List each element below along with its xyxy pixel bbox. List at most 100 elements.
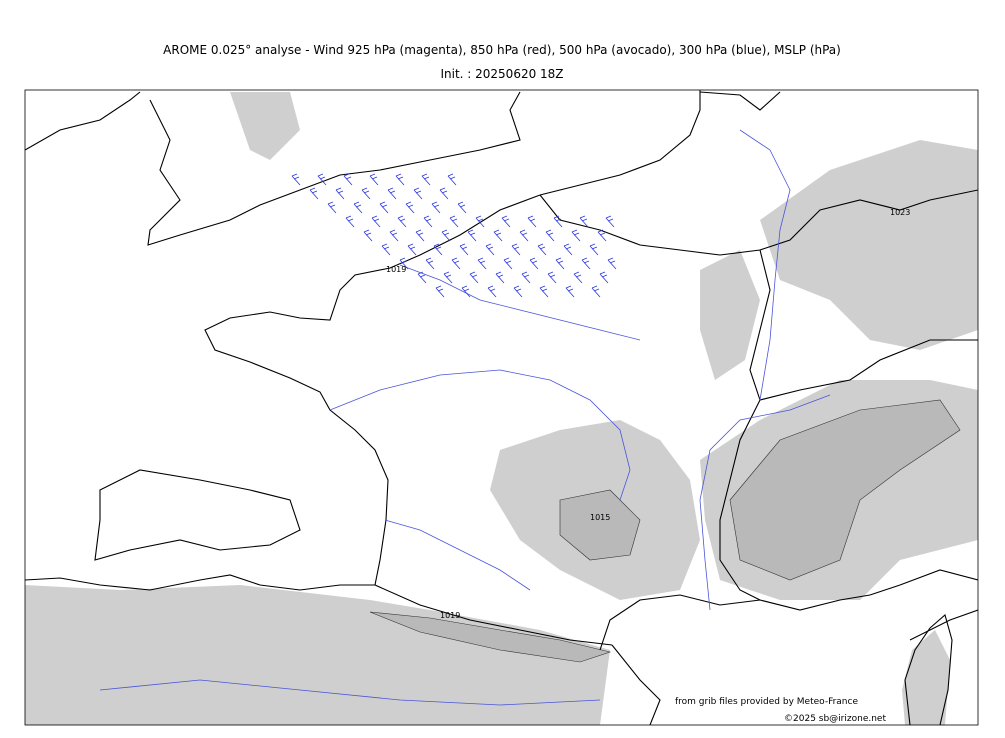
- wind-barb: [547, 271, 557, 284]
- wind-barb: [529, 257, 539, 270]
- wind-barb: [345, 215, 355, 228]
- terrain-massif-central-high: [559, 489, 641, 561]
- wind-barb: [327, 201, 337, 214]
- wind-barb: [503, 257, 513, 270]
- river-rhone: [699, 394, 831, 611]
- wind-barb: [513, 285, 523, 298]
- wind-barb: [447, 173, 457, 186]
- coast-france-west: [25, 194, 541, 591]
- river-seine: [399, 264, 641, 341]
- wind-barb: [387, 187, 397, 200]
- wind-barb: [371, 215, 381, 228]
- wind-barb: [399, 257, 409, 270]
- wind-barb: [291, 173, 301, 186]
- wind-barb: [581, 257, 591, 270]
- terrain-alps-high: [729, 399, 961, 581]
- terrain-pyrenees: [369, 611, 612, 663]
- wind-barb: [527, 215, 537, 228]
- wind-barb: [475, 215, 485, 228]
- map-area: 1019 1023 1015 1019: [25, 90, 978, 725]
- terrain-spain: [25, 585, 610, 725]
- terrain-germany: [760, 140, 978, 350]
- coast-spain-east: [611, 644, 661, 725]
- wind-barb: [389, 229, 399, 242]
- wind-barb: [363, 229, 373, 242]
- wind-barb: [405, 201, 415, 214]
- wind-barb: [461, 285, 471, 298]
- wind-barb: [435, 285, 445, 298]
- wind-barb: [417, 271, 427, 284]
- wind-barb: [309, 187, 319, 200]
- credit-source: from grib files provided by Meteo-France: [675, 697, 858, 707]
- wind-barb: [381, 243, 391, 256]
- wind-barb: [407, 243, 417, 256]
- river-garonne: [384, 519, 531, 591]
- wind-barb: [477, 257, 487, 270]
- coast-lowlands: [539, 90, 781, 196]
- border-pyrenees: [374, 584, 613, 646]
- wind-barb: [597, 229, 607, 242]
- wind-barb: [425, 257, 435, 270]
- map-frame: [24, 89, 979, 726]
- wind-barb: [485, 243, 495, 256]
- wind-barb: [511, 243, 521, 256]
- wind-barb: [571, 229, 581, 242]
- terrain-vosges: [700, 250, 760, 380]
- river-ebro: [99, 679, 601, 706]
- wind-barb: [423, 215, 433, 228]
- wind-barb: [469, 271, 479, 284]
- isobar-label: 1015: [590, 513, 610, 522]
- river-rhine: [739, 129, 791, 401]
- wind-barb: [591, 285, 601, 298]
- wind-barb: [415, 229, 425, 242]
- wind-barb: [317, 173, 327, 186]
- wind-barb: [433, 243, 443, 256]
- wind-barb: [565, 285, 575, 298]
- wind-barb: [493, 229, 503, 242]
- wind-barb: [343, 173, 353, 186]
- wind-barb: [487, 285, 497, 298]
- wind-barb: [457, 201, 467, 214]
- coast-mediterranean: [599, 569, 978, 651]
- isobar-label: 1019: [440, 611, 460, 620]
- wind-barb: [361, 187, 371, 200]
- wind-barb: [395, 173, 405, 186]
- wind-barb: [607, 257, 617, 270]
- wind-barb: [467, 229, 477, 242]
- wind-barb: [353, 201, 363, 214]
- map-subtitle: Init. : 20250620 18Z: [440, 67, 563, 81]
- wind-barb: [451, 257, 461, 270]
- wind-barb: [495, 271, 505, 284]
- wind-barb: [537, 243, 547, 256]
- wind-barb: [579, 215, 589, 228]
- terrain-england: [230, 92, 300, 160]
- wind-barb: [397, 215, 407, 228]
- wind-barb: [599, 271, 609, 284]
- isobar-label: 1023: [890, 208, 910, 217]
- wind-barb: [439, 187, 449, 200]
- wind-barb: [335, 187, 345, 200]
- wind-barb: [501, 215, 511, 228]
- wind-barb: [573, 271, 583, 284]
- wind-barb: [519, 229, 529, 242]
- wind-barb: [413, 187, 423, 200]
- coast-england: [25, 91, 521, 246]
- wind-barb: [459, 243, 469, 256]
- isobar-label: 1019: [386, 265, 406, 274]
- wind-barb: [539, 285, 549, 298]
- wind-barb: [555, 257, 565, 270]
- wind-barb: [605, 215, 615, 228]
- wind-barb: [521, 271, 531, 284]
- wind-barb: [589, 243, 599, 256]
- wind-barb: [441, 229, 451, 242]
- wind-barb: [431, 201, 441, 214]
- wind-barb: [369, 173, 379, 186]
- wind-barb: [379, 201, 389, 214]
- coast-corsica: [904, 614, 953, 725]
- wind-barb: [421, 173, 431, 186]
- credit-author: ©2025 sb@irizone.net: [784, 714, 886, 724]
- wind-barbs: [291, 173, 617, 298]
- river-loire: [329, 369, 631, 501]
- border-italy: [719, 399, 761, 601]
